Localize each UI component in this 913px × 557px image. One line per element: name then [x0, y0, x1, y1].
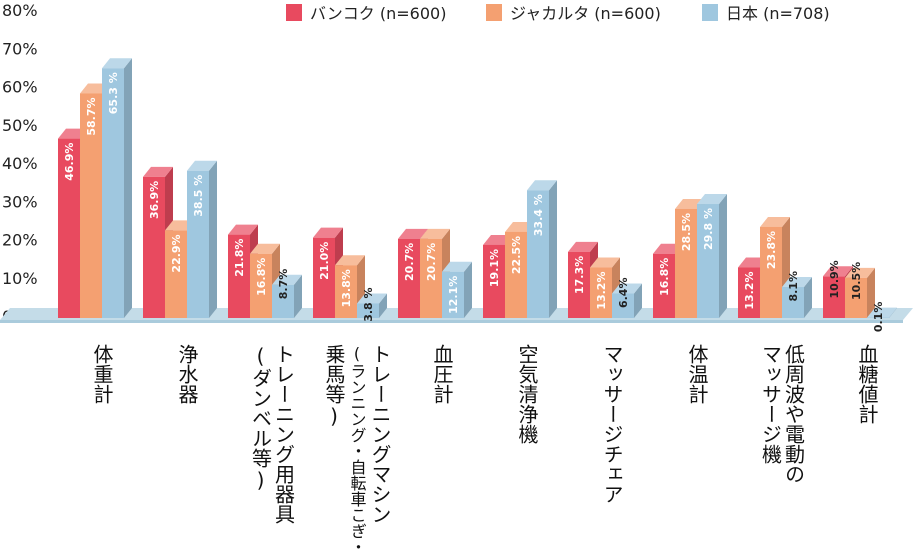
data-label: 19.1%: [488, 249, 501, 287]
category-label-line: 低周波や電動の: [782, 344, 806, 484]
legend-label: バンコク (n=600): [310, 4, 446, 23]
data-label: 20.7%: [403, 243, 416, 281]
data-label: 16.8%: [255, 258, 268, 296]
data-label: 36.9%: [148, 181, 161, 219]
data-label: 12.1%: [447, 276, 460, 314]
category-label: トレーニングマシン(ランニング・自転車こぎ・乗馬等): [322, 344, 392, 555]
category-labels: 体重計 浄水器 トレーニング用器具(ダンベル等) トレーニングマシン(ランニング・自転…: [90, 344, 879, 555]
data-label: 10.5%: [850, 262, 863, 300]
bar: [442, 261, 472, 318]
category-label-line: 体重計: [90, 344, 114, 404]
bar: [272, 274, 302, 318]
bar: [697, 194, 727, 318]
category-label: 体重計: [90, 344, 114, 404]
data-label: 3.8 %: [362, 287, 375, 321]
data-label: 8.1%: [787, 271, 800, 302]
legend-swatch: [486, 4, 502, 21]
floor-edge: [0, 320, 903, 323]
data-label: 21.8%: [233, 239, 246, 277]
y-tick-label: 40%: [2, 154, 38, 173]
category-label-line: トレーニング用器具: [272, 344, 296, 524]
y-axis: 0%10%20%30%40%50%60%70%80%: [2, 1, 38, 326]
data-label: 13.2%: [595, 272, 608, 310]
category-label-line: (ランニング・自転車こぎ・: [348, 344, 367, 555]
y-tick-label: 70%: [2, 39, 38, 58]
bars: 46.9% 58.7% 65.3 % 36.9% 22.9% 38.5 % 21.8% 16.…: [58, 58, 897, 332]
data-label: 13.8%: [340, 269, 353, 307]
legend-item: ジャカルタ (n=600): [486, 4, 661, 23]
category-label-line: マッサージ機: [759, 344, 783, 464]
category-label: 血圧計: [430, 344, 454, 404]
data-label: 0.1%: [872, 302, 885, 333]
category-label-line: マッサージチェア: [600, 344, 624, 504]
bar: [357, 293, 387, 318]
category-label-line: トレーニングマシン: [368, 344, 392, 524]
category-label-line: 体温計: [685, 344, 709, 404]
legend-label: 日本 (n=708): [726, 4, 830, 23]
y-tick-label: 50%: [2, 116, 38, 135]
legend-item: 日本 (n=708): [702, 4, 830, 23]
data-label: 58.7%: [85, 97, 98, 135]
bar: [845, 267, 875, 318]
data-label: 22.9%: [170, 234, 183, 272]
category-label-line: 血圧計: [430, 344, 454, 404]
bar: [527, 180, 557, 318]
data-label: 13.2%: [743, 272, 756, 310]
legend: バンコク (n=600) ジャカルタ (n=600) 日本 (n=708): [286, 4, 830, 23]
bar: [782, 277, 812, 318]
category-label-line: 血糖値計: [855, 344, 879, 424]
data-label: 28.5%: [680, 213, 693, 251]
category-label: 血糖値計: [855, 344, 879, 424]
data-label: 29.8 %: [702, 208, 715, 250]
bar: [102, 58, 132, 318]
data-label: 46.9%: [63, 143, 76, 181]
bar: [313, 227, 343, 318]
data-label: 38.5 %: [192, 175, 205, 217]
bar: [612, 283, 642, 318]
y-tick-label: 10%: [2, 269, 38, 288]
y-tick-label: 80%: [2, 1, 38, 20]
data-label: 33.4 %: [532, 194, 545, 236]
data-label: 6.4%: [617, 278, 630, 309]
category-label: マッサージチェア: [600, 344, 624, 504]
data-label: 22.5%: [510, 236, 523, 274]
data-label: 21.0%: [318, 242, 331, 280]
bar: [867, 307, 897, 318]
y-tick-label: 60%: [2, 78, 38, 97]
bar: [335, 255, 365, 318]
category-label: トレーニング用器具(ダンベル等): [249, 344, 296, 524]
legend-swatch: [286, 4, 302, 21]
category-label-line: 浄水器: [175, 344, 199, 404]
data-label: 17.3%: [573, 256, 586, 294]
legend-item: バンコク (n=600): [286, 4, 446, 23]
category-label-line: 乗馬等): [322, 344, 346, 428]
data-label: 20.7%: [425, 243, 438, 281]
data-label: 23.8%: [765, 231, 778, 269]
data-label: 16.8%: [658, 258, 671, 296]
data-label: 65.3 %: [107, 72, 120, 114]
y-tick-label: 20%: [2, 231, 38, 250]
category-label-line: 空気清浄機: [515, 344, 539, 444]
data-label: 8.7%: [277, 269, 290, 300]
bar: [187, 160, 217, 318]
category-label-line: (ダンベル等): [249, 344, 273, 492]
legend-label: ジャカルタ (n=600): [510, 4, 661, 23]
y-tick-label: 30%: [2, 192, 38, 211]
legend-swatch: [702, 4, 718, 21]
category-label: 浄水器: [175, 344, 199, 404]
category-label: 体温計: [685, 344, 709, 404]
data-label: 10.9%: [828, 260, 841, 298]
category-label: 空気清浄機: [515, 344, 539, 444]
